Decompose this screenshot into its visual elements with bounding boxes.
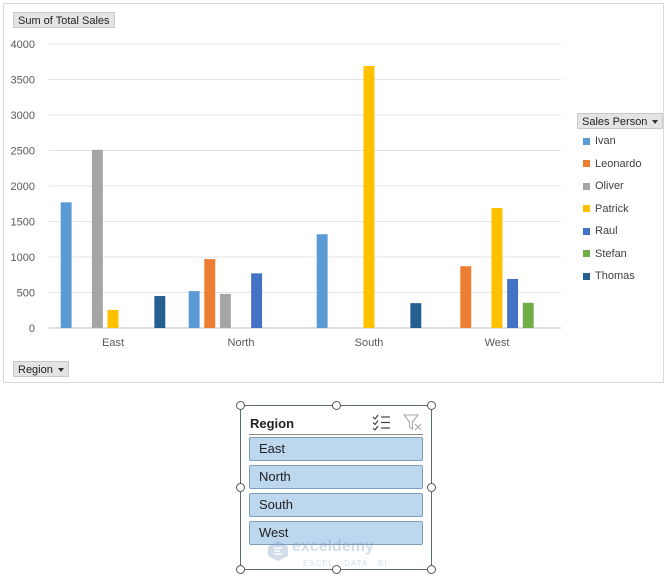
bar (154, 296, 166, 328)
legend-item: Stefan (577, 243, 663, 266)
x-tick-label: South (355, 337, 384, 349)
legend-item: Leonardo (577, 153, 663, 176)
resize-handle[interactable] (236, 565, 245, 574)
legend-item: Oliver (577, 175, 663, 198)
slicer-item-north[interactable]: North (249, 465, 423, 489)
bar (91, 149, 103, 328)
slicer-item-east[interactable]: East (249, 437, 423, 461)
y-tick-label: 3500 (11, 75, 35, 87)
bar (410, 303, 422, 328)
resize-handle[interactable] (427, 483, 436, 492)
legend-swatch (583, 182, 590, 190)
legend-label: Raul (595, 225, 618, 238)
sales-person-field-button[interactable]: Sales Person (577, 113, 664, 129)
bar (107, 309, 119, 328)
chart-legend: Sales Person Ivan Leonardo Oliver Patric… (577, 112, 664, 288)
chart-plot-area: 0 500 1000 1500 2000 2500 3000 3500 4000 East Nort… (11, 39, 561, 349)
bar (491, 208, 503, 328)
legend-item: Thomas (577, 265, 663, 288)
value-field-button[interactable]: Sum of Total Sales (13, 12, 115, 28)
y-tick-label: 500 (17, 288, 35, 300)
legend-swatch (583, 250, 590, 258)
bar (219, 293, 231, 328)
resize-handle[interactable] (236, 401, 245, 410)
legend-label: Patrick (595, 202, 629, 215)
legend-label: Leonardo (595, 157, 642, 170)
legend-label: Stefan (595, 247, 627, 260)
bar (316, 234, 328, 328)
bar (507, 279, 519, 328)
resize-handle[interactable] (427, 401, 436, 410)
bar (251, 273, 263, 328)
y-tick-label: 2000 (11, 181, 35, 193)
chevron-down-icon (57, 368, 64, 373)
legend-item: Ivan (577, 130, 663, 153)
y-tick-label: 1000 (11, 252, 35, 264)
resize-handle[interactable] (332, 401, 341, 410)
region-field-label: Region (18, 364, 53, 376)
legend-swatch (583, 205, 590, 213)
slicer-item-south[interactable]: South (249, 493, 423, 517)
y-tick-label: 4000 (11, 39, 35, 51)
legend-item: Patrick (577, 198, 663, 221)
x-tick-label: East (102, 337, 124, 349)
x-tick-label: North (228, 337, 255, 349)
bar (460, 266, 472, 328)
resize-handle[interactable] (332, 565, 341, 574)
legend-label: Oliver (595, 180, 624, 193)
legend-label: Ivan (595, 135, 616, 148)
bar (60, 202, 72, 328)
y-tick-label: 1500 (11, 217, 35, 229)
y-tick-label: 0 (29, 323, 35, 335)
legend-swatch (583, 227, 590, 235)
region-slicer[interactable]: Region East North South West (236, 401, 436, 574)
pivot-chart[interactable]: Sum of Total Sales 0 500 1000 1500 2000 2500 3… (3, 3, 664, 383)
legend-swatch (583, 137, 590, 145)
x-tick-label: West (485, 337, 510, 349)
bar (188, 291, 200, 328)
legend-swatch (583, 160, 590, 168)
y-tick-label: 3000 (11, 110, 35, 122)
legend-label: Thomas (595, 270, 635, 283)
chevron-down-icon (652, 120, 659, 125)
clear-filter-icon[interactable] (403, 414, 423, 431)
region-field-button[interactable]: Region (13, 361, 69, 377)
y-tick-label: 2500 (11, 146, 35, 158)
resize-handle[interactable] (427, 565, 436, 574)
legend-item: Raul (577, 220, 663, 243)
resize-handle[interactable] (236, 483, 245, 492)
multi-select-icon[interactable] (372, 414, 392, 431)
slicer-item-west[interactable]: West (249, 521, 423, 545)
legend-title: Sales Person (582, 116, 648, 128)
legend-swatch (583, 272, 590, 280)
slicer-header: Region (249, 411, 423, 435)
bar (204, 259, 216, 328)
bar (522, 302, 534, 328)
value-field-label: Sum of Total Sales (18, 15, 110, 27)
bar (363, 66, 375, 328)
slicer-title: Region (250, 416, 295, 431)
